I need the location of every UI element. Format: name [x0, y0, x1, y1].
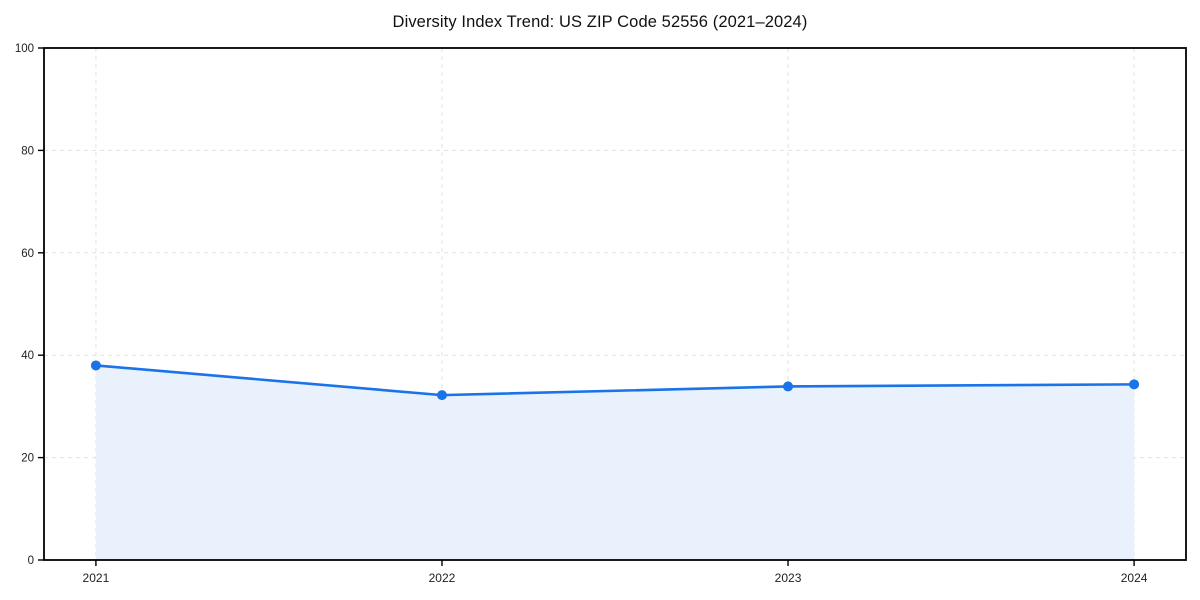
plot-border: [43, 47, 1187, 561]
y-tick-label: 80: [21, 145, 34, 157]
x-tick-label: 2022: [429, 571, 456, 585]
data-point-marker: [90, 360, 101, 371]
y-tick-label: 100: [15, 43, 34, 55]
data-point-marker: [783, 381, 794, 392]
data-point-marker: [1129, 379, 1140, 390]
data-point-marker: [436, 390, 447, 401]
y-tick-label: 20: [21, 453, 34, 465]
x-tick-label: 2021: [83, 571, 110, 585]
x-tick-label: 2023: [775, 571, 802, 585]
y-tick-label: 40: [21, 350, 34, 362]
y-tick-label: 60: [21, 248, 34, 260]
chart-title: Diversity Index Trend: US ZIP Code 52556…: [392, 13, 808, 31]
trend-line: [94, 364, 1136, 397]
area-fill: [95, 365, 1135, 560]
y-tick-label: 0: [28, 555, 34, 567]
x-tick-label: 2024: [1121, 571, 1148, 585]
